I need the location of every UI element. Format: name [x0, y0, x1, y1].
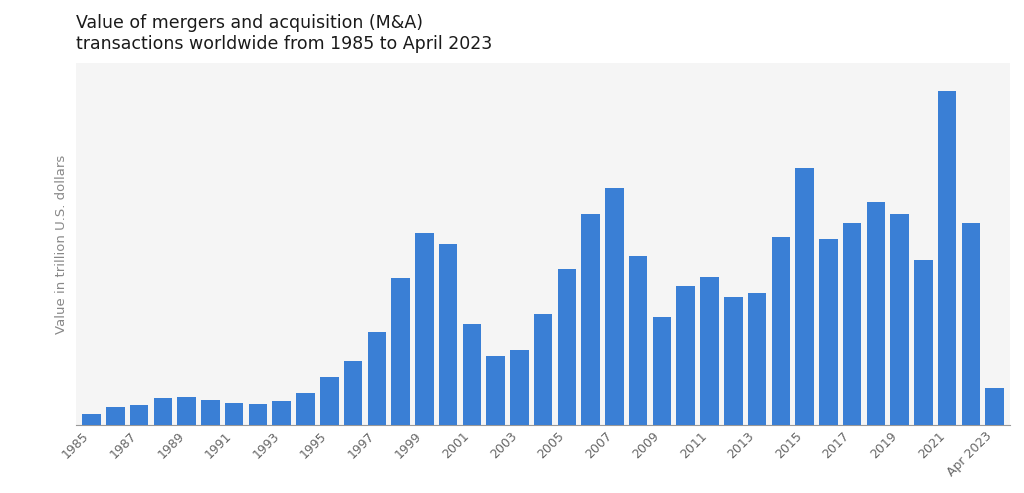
Bar	[724, 297, 742, 425]
Bar	[272, 401, 291, 425]
Bar	[201, 400, 220, 425]
Y-axis label: Value in trillion U.S. dollars: Value in trillion U.S. dollars	[55, 154, 68, 334]
Bar	[344, 361, 362, 425]
Bar	[677, 286, 695, 425]
Bar	[82, 414, 101, 425]
Bar	[914, 260, 933, 425]
Bar	[582, 214, 600, 425]
Bar	[819, 239, 838, 425]
Bar	[463, 324, 481, 425]
Bar	[700, 278, 719, 425]
Bar	[106, 407, 125, 425]
Bar	[558, 269, 577, 425]
Bar	[177, 397, 196, 425]
Bar	[249, 404, 267, 425]
Bar	[486, 356, 505, 425]
Bar	[890, 214, 909, 425]
Bar	[439, 244, 458, 425]
Bar	[985, 388, 1004, 425]
Bar	[415, 234, 433, 425]
Bar	[130, 405, 148, 425]
Bar	[296, 393, 314, 425]
Bar	[796, 169, 814, 425]
Bar	[866, 202, 885, 425]
Bar	[510, 351, 528, 425]
Bar	[605, 188, 624, 425]
Bar	[225, 403, 244, 425]
Bar	[391, 278, 410, 425]
Bar	[534, 314, 552, 425]
Bar	[652, 317, 672, 425]
Bar	[962, 223, 980, 425]
Bar	[629, 256, 647, 425]
Bar	[321, 377, 339, 425]
Bar	[843, 223, 861, 425]
Bar	[154, 398, 172, 425]
Bar	[938, 91, 956, 425]
Bar	[368, 332, 386, 425]
Text: Value of mergers and acquisition (M&A)
transactions worldwide from 1985 to April: Value of mergers and acquisition (M&A) t…	[76, 14, 493, 53]
Bar	[748, 292, 766, 425]
Bar	[771, 237, 791, 425]
